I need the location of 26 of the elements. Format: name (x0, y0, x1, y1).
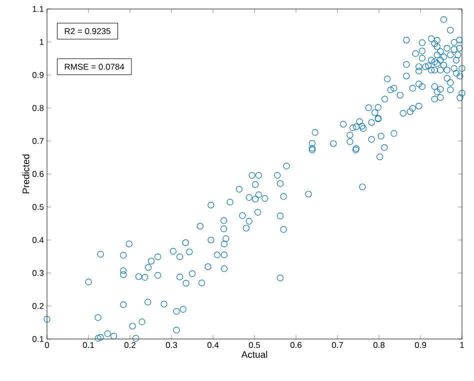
x-tick-label: 0.4 (207, 342, 219, 348)
x-tick-label: 0.9 (414, 342, 426, 348)
x-tick-label: 0.7 (332, 342, 343, 348)
y-tick-label: 0.1 (32, 336, 44, 342)
annotation: RMSE = 0.0784 (64, 64, 124, 70)
x-tick-label: 0.8 (373, 342, 385, 348)
x-axis-title: Actual (241, 350, 268, 358)
x-tick-label: 0.2 (124, 342, 136, 348)
y-tick-label: 0.5 (32, 204, 44, 210)
y-tick-label: 0.6 (32, 170, 44, 178)
y-tick-label: 0.9 (32, 72, 44, 78)
y-tick-label: 0.4 (32, 236, 44, 244)
y-axis-title: Predicted (22, 154, 30, 194)
x-tick-label: 0.3 (166, 342, 178, 348)
y-tick-label: 1.1 (32, 6, 44, 12)
y-tick-label: 0.2 (32, 302, 44, 310)
x-tick-label: 0.6 (290, 342, 302, 348)
annotation: R2 = 0.9235 (64, 28, 110, 34)
x-tick-label: 0 (44, 342, 50, 348)
y-tick-label: 1 (40, 39, 44, 45)
x-tick-label: 0.1 (82, 342, 94, 348)
y-tick-label: 0.8 (32, 104, 44, 111)
x-tick-label: 1 (460, 342, 464, 348)
y-tick-label: 0.7 (32, 138, 44, 144)
y-tick-label: 0.3 (32, 270, 44, 276)
x-tick-label: 0.5 (248, 342, 260, 348)
